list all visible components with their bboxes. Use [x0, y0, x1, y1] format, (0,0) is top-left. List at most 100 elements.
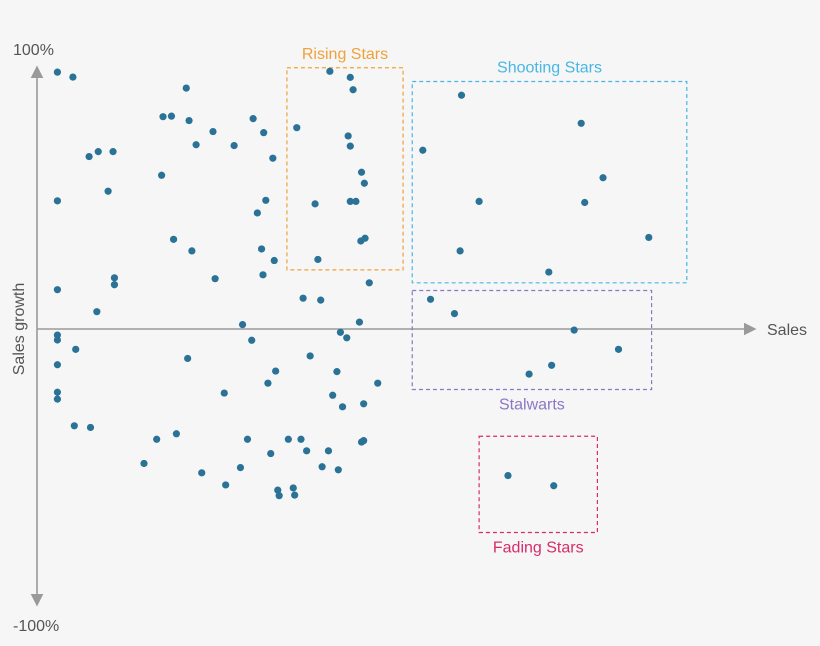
- data-point: [360, 400, 368, 408]
- data-point: [314, 255, 322, 264]
- rising-stars-region: [286, 67, 404, 271]
- data-point: [93, 308, 101, 316]
- data-point: [426, 295, 435, 303]
- data-point: [222, 481, 230, 489]
- data-point: [109, 148, 117, 156]
- data-point: [318, 463, 326, 471]
- data-point: [352, 197, 360, 205]
- data-point: [450, 310, 459, 318]
- data-point: [53, 331, 62, 339]
- data-point: [599, 174, 607, 182]
- data-point: [456, 247, 464, 255]
- data-point: [329, 391, 337, 399]
- data-point: [525, 370, 533, 378]
- data-point: [53, 361, 62, 369]
- data-point: [581, 198, 589, 207]
- data-point: [274, 486, 282, 494]
- data-point: [94, 148, 102, 156]
- data-point: [249, 115, 257, 123]
- data-point: [185, 116, 193, 125]
- stalwarts-label: Stalwarts: [499, 397, 565, 414]
- data-point: [53, 286, 62, 294]
- data-point: [110, 274, 119, 282]
- data-point: [140, 459, 148, 468]
- shooting-stars-region: [411, 80, 688, 284]
- data-point: [297, 435, 305, 443]
- data-point: [220, 389, 228, 397]
- data-point: [326, 67, 334, 75]
- data-point: [303, 447, 311, 455]
- data-point: [545, 268, 553, 276]
- data-point: [259, 271, 267, 279]
- data-point: [270, 256, 278, 265]
- data-points: [53, 67, 653, 500]
- data-point: [299, 294, 307, 302]
- data-point: [365, 279, 373, 287]
- data-point: [343, 334, 351, 342]
- data-point: [570, 326, 578, 334]
- data-point: [504, 471, 512, 480]
- data-point: [614, 345, 623, 353]
- data-point: [110, 281, 119, 289]
- data-point: [336, 328, 345, 336]
- data-point: [419, 146, 427, 154]
- x-axis-label: Sales: [767, 322, 807, 339]
- data-point: [360, 437, 368, 445]
- data-point: [269, 154, 277, 162]
- data-point: [182, 84, 190, 92]
- data-point: [248, 336, 256, 344]
- data-point: [243, 435, 252, 443]
- data-point: [360, 179, 368, 187]
- shooting-stars-label: Shooting Stars: [497, 60, 602, 77]
- data-point: [104, 187, 112, 195]
- data-point: [317, 296, 325, 304]
- data-point: [645, 233, 653, 242]
- data-point: [158, 171, 166, 179]
- data-point: [209, 127, 217, 136]
- data-point: [346, 142, 354, 150]
- data-point: [188, 247, 196, 255]
- data-point: [53, 388, 62, 396]
- data-point: [577, 119, 585, 127]
- data-point: [334, 466, 342, 474]
- data-point: [357, 168, 366, 176]
- data-point: [70, 422, 78, 430]
- data-point: [475, 197, 483, 205]
- data-point: [291, 491, 299, 499]
- data-point: [293, 124, 301, 132]
- data-point: [324, 447, 333, 455]
- data-point: [311, 200, 319, 208]
- data-point: [374, 379, 382, 387]
- data-point: [262, 196, 270, 204]
- data-point: [211, 275, 219, 283]
- data-point: [159, 113, 167, 121]
- data-point: [306, 352, 314, 360]
- data-point: [153, 435, 161, 443]
- data-point: [192, 141, 200, 149]
- data-point: [550, 482, 558, 490]
- data-point: [85, 152, 93, 161]
- data-point: [264, 379, 272, 387]
- data-point: [236, 464, 245, 472]
- data-point: [338, 403, 347, 411]
- stalwarts-region: [411, 289, 653, 391]
- fading-stars-label: Fading Stars: [493, 540, 584, 557]
- data-point: [267, 449, 275, 458]
- y-tick-label-top: 100%: [13, 42, 54, 59]
- fading-stars-region: [478, 435, 598, 534]
- data-point: [230, 141, 238, 150]
- data-point: [349, 86, 357, 94]
- data-point: [457, 91, 466, 99]
- data-point: [361, 234, 369, 242]
- data-point: [260, 129, 268, 137]
- data-point: [69, 73, 77, 81]
- data-point: [169, 235, 178, 243]
- data-point: [53, 336, 62, 344]
- data-point: [53, 395, 62, 403]
- data-point: [284, 435, 292, 443]
- data-point: [289, 484, 297, 492]
- data-point: [184, 354, 192, 363]
- data-point: [86, 423, 95, 432]
- y-axis-label: Sales growth: [11, 283, 28, 376]
